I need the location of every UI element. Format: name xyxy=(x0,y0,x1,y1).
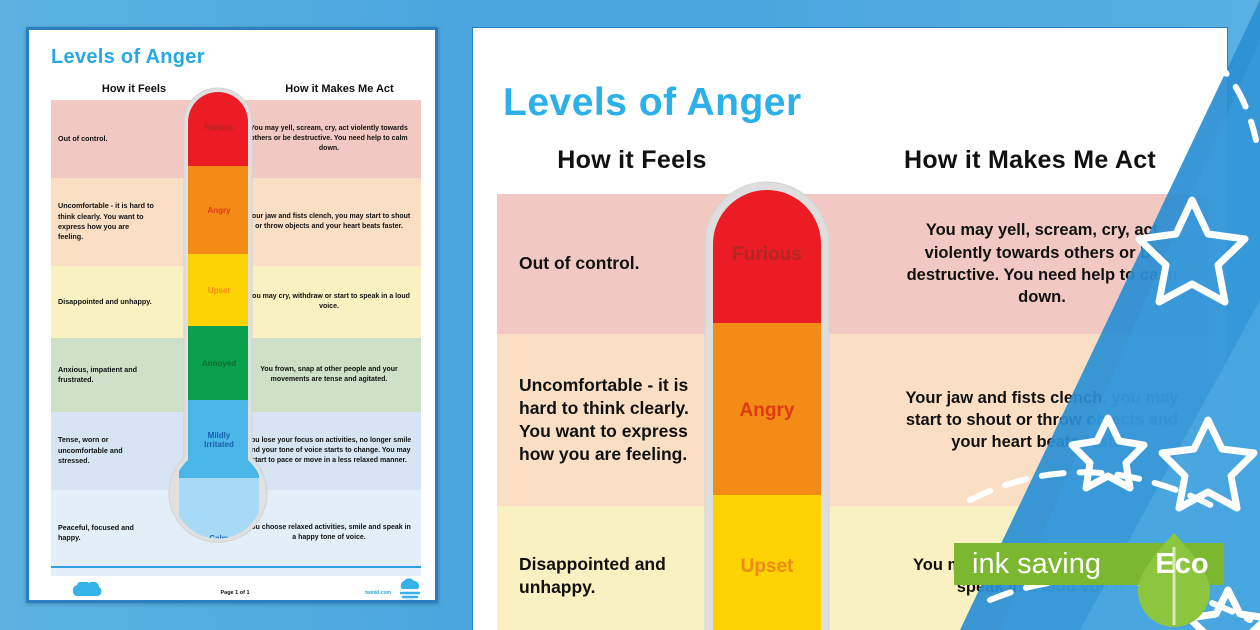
row-acts-text: You may yell, scream, cry, act violently… xyxy=(250,124,408,153)
table-row: Anxious, impatient and frustrated. You fr… xyxy=(51,338,421,412)
table-row: Tense, worn or uncomfortable and stresse… xyxy=(51,412,421,490)
leaf-drop-icon xyxy=(1138,533,1210,627)
row-thermometer-slot xyxy=(163,100,237,178)
row-acts-text: You choose relaxed activities, smile and… xyxy=(247,523,411,541)
row-thermometer-slot xyxy=(719,194,875,334)
row-feels-text: Disappointed and unhappy. xyxy=(519,553,666,597)
row-thermometer-slot xyxy=(163,266,237,338)
thumbnail-row-list: Out of control. You may yell, scream, cry… xyxy=(51,100,421,576)
resource-thumbnail-card[interactable]: Levels of Anger How it Feels How it Make… xyxy=(26,27,438,603)
row-thermometer-slot xyxy=(163,490,237,576)
row-feels-text: Peaceful, focused and happy. xyxy=(58,522,134,542)
thumbnail-footer-url: twinkl.com xyxy=(365,590,391,596)
row-acts-text: You may yell, scream, cry, act violently… xyxy=(906,221,1178,307)
table-row: Out of control. You may yell, scream, cry… xyxy=(51,100,421,178)
thumbnail-page-title: Levels of Anger xyxy=(51,46,205,68)
row-thermometer-slot xyxy=(163,178,237,266)
eco-badge-label: ink saving xyxy=(972,547,1101,580)
eco-badge-word: Eco xyxy=(1155,547,1209,580)
row-feels-text: Uncomfortable - it is hard to think clea… xyxy=(58,201,154,242)
thumbnail-page-number: Page 1 of 1 xyxy=(220,590,250,596)
preview-column-header-feels: How it Feels xyxy=(557,146,707,174)
row-feels-text: Out of control. xyxy=(519,253,640,274)
table-row: Disappointed and unhappy. You may cry, wi… xyxy=(51,266,421,338)
thumbnail-page: Levels of Anger How it Feels How it Make… xyxy=(29,30,435,600)
table-row: Uncomfortable - it is hard to think clea… xyxy=(497,334,1209,506)
table-row: Peaceful, focused and happy. You choose r… xyxy=(51,490,421,576)
row-acts-text: You lose your focus on activities, no lo… xyxy=(246,436,412,465)
row-feels-text: Out of control. xyxy=(58,133,108,143)
row-feels-text: Tense, worn or uncomfortable and stresse… xyxy=(58,435,123,466)
row-acts-text: Your jaw and fists clench, you may start… xyxy=(247,212,411,230)
table-row: Out of control. You may yell, scream, cry… xyxy=(497,194,1209,334)
table-row: Uncomfortable - it is hard to think clea… xyxy=(51,178,421,266)
ink-saving-eco-badge: ink saving Eco xyxy=(954,533,1224,627)
row-feels-text: Uncomfortable - it is hard to think clea… xyxy=(519,374,689,465)
thumbnail-column-header-feels: How it Feels xyxy=(101,83,167,95)
thumbnail-footer-rule xyxy=(51,566,421,568)
row-thermometer-slot xyxy=(163,412,237,490)
row-acts-text: Your jaw and fists clench, you may start… xyxy=(905,388,1179,452)
preview-column-header-acts: How it Makes Me Act xyxy=(903,146,1157,174)
row-feels-text: Disappointed and unhappy. xyxy=(58,296,152,306)
row-thermometer-slot xyxy=(163,338,237,412)
row-acts-text: You may cry, withdraw or start to speak … xyxy=(248,292,410,310)
twinkl-brand-logo xyxy=(399,578,421,600)
row-acts-text: You frown, snap at other people and your… xyxy=(260,365,398,383)
thumbnail-column-header-acts: How it Makes Me Act xyxy=(285,83,394,95)
row-feels-text: Anxious, impatient and frustrated. xyxy=(58,364,138,384)
preview-page-title: Levels of Anger xyxy=(503,81,802,124)
row-thermometer-slot xyxy=(719,506,875,630)
twinkl-cloud-logo xyxy=(72,582,102,596)
row-thermometer-slot xyxy=(719,334,875,506)
